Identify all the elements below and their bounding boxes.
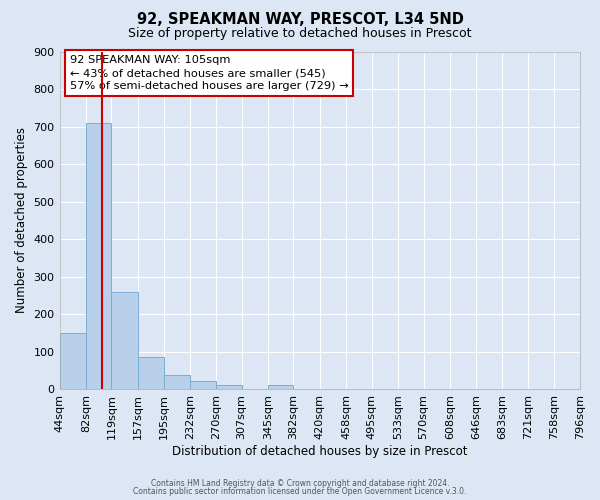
Bar bbox=[216, 384, 242, 389]
Text: Contains HM Land Registry data © Crown copyright and database right 2024.: Contains HM Land Registry data © Crown c… bbox=[151, 478, 449, 488]
Text: Contains public sector information licensed under the Open Government Licence v.: Contains public sector information licen… bbox=[133, 487, 467, 496]
Y-axis label: Number of detached properties: Number of detached properties bbox=[15, 128, 28, 314]
Bar bbox=[112, 292, 138, 389]
Bar bbox=[190, 381, 216, 389]
Bar bbox=[86, 123, 112, 389]
Text: 92 SPEAKMAN WAY: 105sqm
← 43% of detached houses are smaller (545)
57% of semi-d: 92 SPEAKMAN WAY: 105sqm ← 43% of detache… bbox=[70, 55, 349, 92]
Bar bbox=[138, 357, 164, 389]
X-axis label: Distribution of detached houses by size in Prescot: Distribution of detached houses by size … bbox=[172, 444, 467, 458]
Text: 92, SPEAKMAN WAY, PRESCOT, L34 5ND: 92, SPEAKMAN WAY, PRESCOT, L34 5ND bbox=[137, 12, 463, 28]
Text: Size of property relative to detached houses in Prescot: Size of property relative to detached ho… bbox=[128, 28, 472, 40]
Bar bbox=[268, 386, 293, 389]
Bar bbox=[164, 375, 190, 389]
Bar bbox=[59, 333, 86, 389]
